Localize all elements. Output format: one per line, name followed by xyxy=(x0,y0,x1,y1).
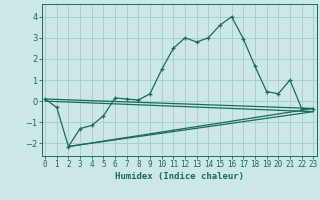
X-axis label: Humidex (Indice chaleur): Humidex (Indice chaleur) xyxy=(115,172,244,181)
